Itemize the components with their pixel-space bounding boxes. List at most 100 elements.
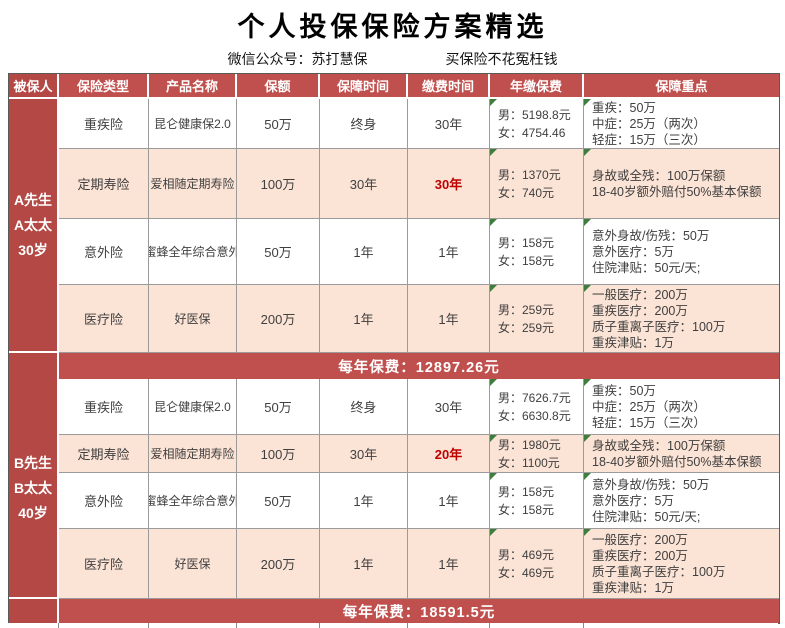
comment-marker-icon <box>490 219 497 226</box>
premium-female: 女：158元 <box>498 253 555 268</box>
highlight-line: 住院津贴：50元/天; <box>592 260 701 275</box>
premium-male: 男：5198.8元 <box>498 107 571 122</box>
label-line: A先生 <box>13 192 53 208</box>
highlight-line: 质子重离子医疗：100万 <box>592 319 726 334</box>
header-insured: 被保人 <box>9 74 59 99</box>
highlight-line: 质子重离子医疗：100万 <box>592 564 726 579</box>
premium-male: 男：1370元 <box>498 167 561 182</box>
comment-marker-icon <box>584 149 591 156</box>
cell-amount: 100万 <box>237 149 320 219</box>
cell-type: 意外险 <box>59 473 149 529</box>
cell-term: 1年 <box>320 529 408 599</box>
highlight-line: 住院津贴：50元/天; <box>592 509 701 524</box>
highlight-line: 重疾：50万 <box>592 383 656 398</box>
highlight-line: 意外医疗：5万 <box>592 244 674 259</box>
comment-marker-icon <box>490 435 497 442</box>
cell-premium: 男：1980元 女：1100元 <box>490 435 584 473</box>
cell-term: 30年 <box>320 435 408 473</box>
section-b-label: B先生 B太太 40岁 <box>9 379 59 599</box>
highlight-line: 一般医疗：200万 <box>592 287 688 302</box>
header-insurance-type: 保险类型 <box>59 74 149 99</box>
cell-type: 定期寿险 <box>59 149 149 219</box>
cell-amount: 50万 <box>237 473 320 529</box>
subtitle: 微信公众号：苏打慧保 买保险不花冤枉钱 <box>0 49 785 69</box>
highlight-line: 身故或全残：100万保额 <box>592 168 726 183</box>
section-a-annual-premium: 每年保费：12897.26元 <box>59 353 779 379</box>
highlight-line: 中症：25万（两次） <box>592 116 706 131</box>
premium-female: 女：158元 <box>498 502 555 517</box>
header-coverage-term: 保障时间 <box>320 74 408 99</box>
comment-marker-icon <box>490 149 497 156</box>
highlight-line: 18-40岁额外赔付50%基本保额 <box>592 454 762 469</box>
highlight-line: 身故或全残：100万保额 <box>592 438 726 453</box>
premium-female: 女：1100元 <box>498 455 560 470</box>
cell-product: 昆仑健康保2.0 <box>149 99 237 149</box>
cell-amount: 100万 <box>237 435 320 473</box>
cell-premium: 男：259元 女：259元 <box>490 285 584 353</box>
cell-product: 爱相随定期寿险 <box>149 149 237 219</box>
cell-pay-term: 30年 <box>408 379 490 435</box>
premium-male: 男：469元 <box>498 547 555 562</box>
summary-spacer <box>9 353 59 379</box>
cell-type: 意外险 <box>59 219 149 285</box>
header-payment-term: 缴费时间 <box>408 74 490 99</box>
cell-term: 1年 <box>320 473 408 529</box>
cell-type: 重疾险 <box>59 379 149 435</box>
wechat-account-label: 微信公众号：苏打慧保 <box>227 51 368 67</box>
cell-term: 1年 <box>320 219 408 285</box>
cell-term: 1年 <box>320 285 408 353</box>
cell-type: 重疾险 <box>59 99 149 149</box>
cell-product: 昆仑健康保2.0 <box>149 379 237 435</box>
premium-male: 男：1980元 <box>498 437 561 452</box>
cell-highlights: 重疾：50万 中症：25万（两次） 轻症：15万（三次） <box>584 99 779 149</box>
cell-pay-term: 30年 <box>408 149 490 219</box>
cell-premium: 男：158元 女：158元 <box>490 219 584 285</box>
comment-marker-icon <box>584 99 591 106</box>
highlight-line: 轻症：15万（三次） <box>592 415 706 430</box>
summary-spacer <box>9 599 59 623</box>
comment-marker-icon <box>490 473 497 480</box>
cell-amount: 200万 <box>237 285 320 353</box>
cell-pay-term: 1年 <box>408 219 490 285</box>
cell-amount: 50万 <box>237 379 320 435</box>
cell-pay-term: 20年 <box>408 435 490 473</box>
highlight-line: 18-40岁额外赔付50%基本保额 <box>592 184 762 199</box>
cell-premium: 男：1370元 女：740元 <box>490 149 584 219</box>
cell-highlights: 意外身故/伤残：50万 意外医疗：5万 住院津贴：50元/天; <box>584 473 779 529</box>
comment-marker-icon <box>584 219 591 226</box>
highlight-line: 一般医疗：200万 <box>592 532 688 547</box>
premium-male: 男：158元 <box>498 235 555 250</box>
comment-marker-icon <box>584 285 591 292</box>
header-product-name: 产品名称 <box>149 74 237 99</box>
cell-product: 好医保 <box>149 285 237 353</box>
page-title: 个人投保保险方案精选 <box>237 12 548 42</box>
cell-product: 好医保 <box>149 529 237 599</box>
premium-female: 女：4754.46 <box>498 125 566 140</box>
cell-amount: 50万 <box>237 219 320 285</box>
cell-product: 爱相随定期寿险 <box>149 435 237 473</box>
comment-marker-icon <box>490 99 497 106</box>
premium-female: 女：259元 <box>498 320 555 335</box>
cell-highlights: 一般医疗：200万 重疾医疗：200万 质子重离子医疗：100万 重疾津贴：1万 <box>584 285 779 353</box>
highlight-line: 重疾医疗：200万 <box>592 548 688 563</box>
cell-type: 定期寿险 <box>59 435 149 473</box>
highlight-line: 重疾医疗：200万 <box>592 303 688 318</box>
highlight-line: 重疾津贴：1万 <box>592 580 674 595</box>
cell-type: 医疗险 <box>59 285 149 353</box>
cell-highlights: 重疾：50万 中症：25万（两次） 轻症：15万（三次） <box>584 379 779 435</box>
cell-premium: 男：7626.7元 女：6630.8元 <box>490 379 584 435</box>
premium-male: 男：7626.7元 <box>498 390 571 405</box>
bottom-gridline-stubs <box>8 623 778 628</box>
cell-premium: 男：158元 女：158元 <box>490 473 584 529</box>
cell-pay-term: 30年 <box>408 99 490 149</box>
cell-amount: 200万 <box>237 529 320 599</box>
comment-marker-icon <box>584 473 591 480</box>
premium-female: 女：469元 <box>498 565 555 580</box>
comment-marker-icon <box>490 285 497 292</box>
highlight-line: 意外身故/伤残：50万 <box>592 477 710 492</box>
cell-premium: 男：5198.8元 女：4754.46 <box>490 99 584 149</box>
cell-term: 终身 <box>320 379 408 435</box>
section-a-label: A先生 A太太 30岁 <box>9 99 59 353</box>
cell-product: 蜜蜂全年综合意外 <box>149 219 237 285</box>
